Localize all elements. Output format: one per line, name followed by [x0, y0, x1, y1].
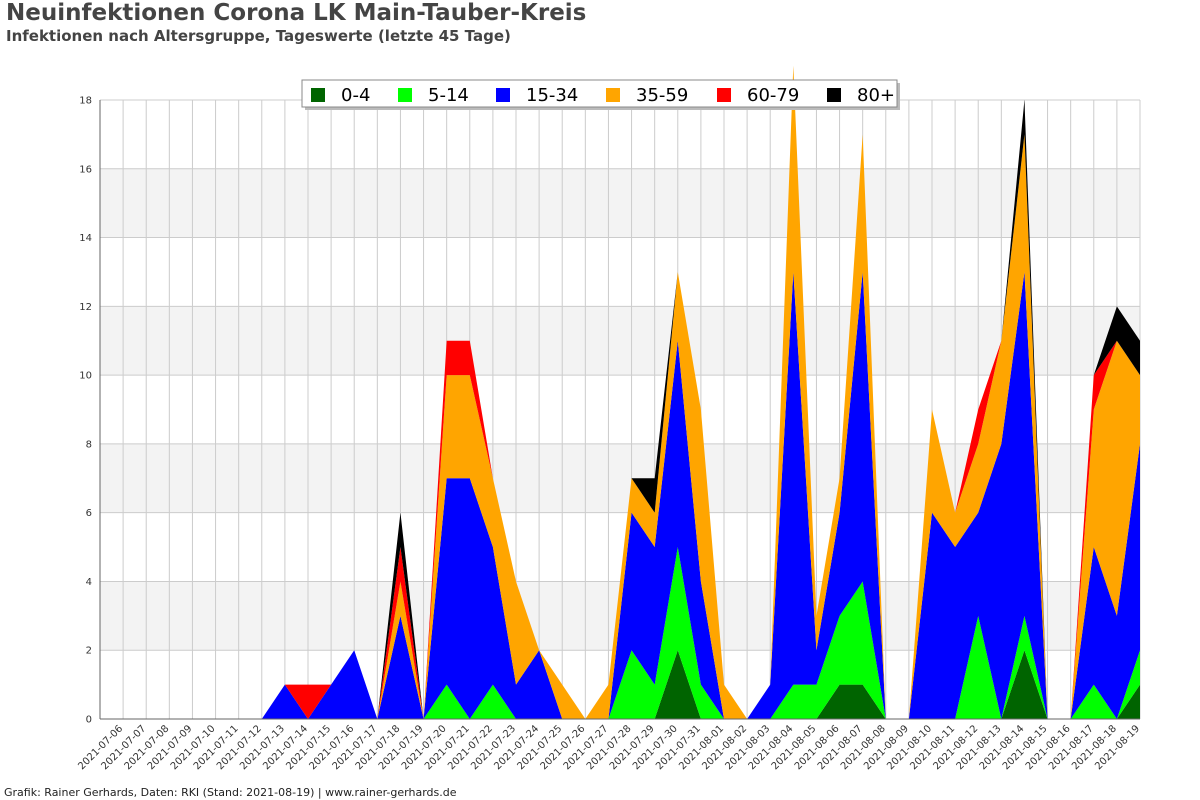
legend-label-35-59: 35-59 [636, 85, 688, 106]
area-series-0-4 [100, 650, 1140, 719]
legend-swatch-60-79 [717, 88, 731, 102]
stacked-areas [100, 65, 1140, 720]
y-tick-label: 4 [86, 577, 92, 588]
chart-title: Neuinfektionen Corona LK Main-Tauber-Kre… [6, 0, 587, 26]
grid-band [100, 168, 1140, 238]
x-axis-labels: 2021-07-062021-07-072021-07-082021-07-09… [76, 723, 1142, 772]
legend-label-60-79: 60-79 [747, 85, 799, 106]
y-tick-label: 8 [86, 439, 92, 450]
legend-swatch-15-34 [496, 88, 510, 102]
y-tick-label: 2 [86, 646, 92, 657]
area-series-15-34 [100, 271, 1140, 719]
y-axis-labels: 0 2 4 6 8 10 12 14 16 18 [79, 96, 92, 726]
y-tick-label: 12 [79, 302, 92, 313]
y-tick-label: 6 [86, 508, 92, 519]
legend-box [301, 79, 898, 108]
legend-label-80+: 80+ [857, 85, 895, 106]
legend-label-0-4: 0-4 [341, 85, 370, 106]
area-series-5-14 [100, 547, 1140, 719]
legend-label-5-14: 5-14 [428, 85, 469, 106]
legend-label-15-34: 15-34 [526, 85, 578, 106]
legend-swatch-80+ [827, 88, 841, 102]
legend: 0-4 5-14 15-34 35-59 60-79 80+ [301, 79, 900, 110]
y-tick-label: 18 [79, 96, 92, 107]
legend-swatch-0-4 [311, 88, 325, 102]
axes [99, 100, 1140, 720]
grid-band [100, 306, 1140, 376]
y-tick-label: 10 [79, 371, 92, 382]
footer-credit: Grafik: Rainer Gerhards, Daten: RKI (Sta… [4, 786, 457, 799]
y-tick-label: 14 [79, 233, 92, 244]
legend-swatch-35-59 [606, 88, 620, 102]
legend-swatch-5-14 [398, 88, 412, 102]
chart-subtitle: Infektionen nach Altersgruppe, Tageswert… [6, 27, 511, 45]
y-tick-label: 0 [86, 715, 92, 726]
y-tick-label: 16 [79, 164, 92, 175]
area-series-35-59 [100, 65, 1140, 720]
